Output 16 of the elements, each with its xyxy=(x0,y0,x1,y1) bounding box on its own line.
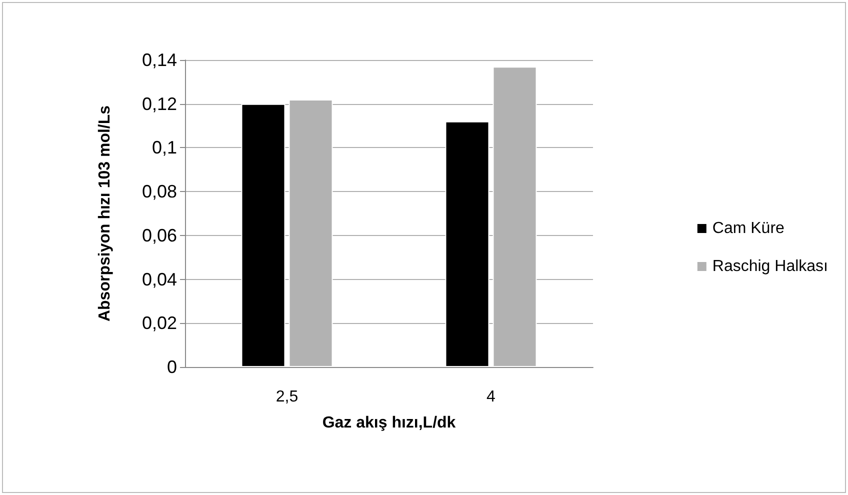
x-axis-title: Gaz akış hızı,L/dk xyxy=(322,414,456,432)
legend-label: Cam Küre xyxy=(712,220,785,237)
legend-label: Raschig Halkası xyxy=(712,258,828,275)
y-tick-label: 0,08 xyxy=(142,182,177,202)
bar xyxy=(445,121,490,367)
y-axis-title: Absorpsiyon hızı 103 mol/Ls xyxy=(96,105,114,322)
y-tick-label: 0,02 xyxy=(142,313,177,334)
y-tick-label: 0,06 xyxy=(142,225,177,246)
y-tick-label: 0,14 xyxy=(142,50,177,70)
bar xyxy=(241,104,286,367)
y-tick-label: 0,04 xyxy=(142,269,177,290)
x-tick-label: 2,5 xyxy=(276,388,298,406)
y-tick-label: 0,12 xyxy=(142,94,177,114)
y-tick-label: 0,1 xyxy=(152,138,177,158)
x-tick-label: 4 xyxy=(486,388,496,406)
y-tick-label: 0 xyxy=(166,357,177,377)
